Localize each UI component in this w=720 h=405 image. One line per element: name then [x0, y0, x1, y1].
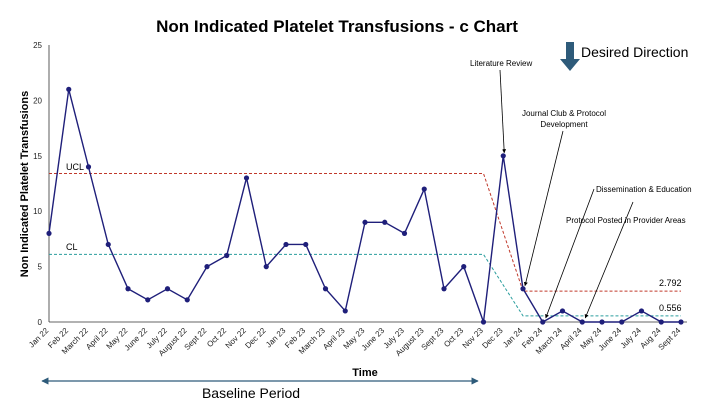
data-point — [441, 286, 447, 292]
x-axis-label: Time — [352, 367, 377, 379]
data-point — [658, 319, 664, 325]
y-tick-label: 20 — [33, 96, 42, 105]
data-point — [224, 252, 230, 259]
cl-label: CL — [66, 242, 78, 252]
cl-post-value-label: 0.556 — [659, 303, 682, 313]
annotation-leader-line — [523, 130, 564, 287]
y-tick-label: 25 — [33, 41, 42, 50]
chart-title: Non Indicated Platelet Transfusions - c … — [156, 17, 518, 36]
annotation-dissemination: Dissemination & Education — [596, 185, 692, 194]
x-tick-label: July 24 — [619, 326, 644, 351]
data-point — [559, 308, 566, 314]
ucl-line — [49, 173, 681, 292]
x-tick-label: Dec 23 — [480, 326, 505, 351]
data-point — [579, 319, 585, 325]
data-point — [421, 186, 427, 192]
x-tick-label: June 22 — [123, 326, 150, 353]
data-point — [599, 319, 605, 325]
x-tick-label: Dec 22 — [243, 326, 268, 351]
annotation-literature-review: Literature Review — [470, 59, 532, 68]
data-point — [540, 319, 546, 325]
data-point — [382, 219, 388, 225]
x-tick-label: June 24 — [597, 326, 624, 353]
y-tick-label: 15 — [33, 152, 42, 161]
data-point — [500, 153, 506, 159]
x-tick-label: Sept 24 — [657, 326, 683, 352]
data-point — [461, 264, 467, 270]
baseline-period-label: Baseline Period — [202, 385, 300, 401]
data-point — [125, 286, 131, 292]
x-tick-label: April 22 — [84, 326, 110, 352]
data-point — [401, 230, 408, 236]
data-point — [362, 219, 368, 225]
annotation-journal-club-line1: Journal Club & Protocol — [522, 109, 606, 118]
down-arrow-icon — [560, 42, 580, 71]
annotation-journal-club-line2: Development — [540, 120, 588, 129]
data-point — [322, 286, 329, 292]
x-tick-label: June 23 — [360, 326, 387, 353]
y-axis-label: Non Indicated Platelet Transfusions — [19, 91, 31, 277]
x-tick-label: April 24 — [558, 326, 584, 352]
data-point — [303, 241, 309, 248]
data-point — [638, 308, 645, 314]
y-tick-label: 0 — [38, 318, 43, 327]
data-point — [184, 297, 190, 303]
data-point — [678, 319, 684, 325]
x-tick-label: Nov 22 — [224, 326, 249, 351]
x-tick-label: Nov 23 — [461, 326, 486, 351]
data-point — [342, 308, 348, 314]
annotation-leader-line — [545, 188, 595, 319]
ucl-label: UCL — [66, 162, 84, 172]
data-point — [204, 264, 210, 270]
cl-line — [49, 253, 681, 317]
data-point — [164, 286, 171, 292]
ucl-post-value-label: 2.792 — [659, 278, 682, 288]
x-tick-label: April 23 — [321, 326, 347, 352]
desired-direction-label: Desired Direction — [581, 44, 688, 60]
y-tick-label: 10 — [33, 207, 42, 216]
data-point — [85, 164, 92, 170]
x-tick-label: Sept 23 — [420, 326, 446, 352]
data-point — [480, 319, 487, 325]
data-point — [66, 86, 72, 92]
data-point — [46, 230, 52, 236]
annotation-leader-line — [584, 201, 634, 319]
data-point — [283, 241, 289, 248]
data-point — [619, 319, 625, 325]
y-tick-label: 5 — [38, 263, 43, 272]
data-point — [243, 175, 250, 181]
data-point — [520, 286, 526, 292]
data-point — [263, 264, 269, 270]
annotation-leader-line — [499, 69, 507, 154]
data-point — [105, 241, 111, 248]
data-point — [145, 297, 151, 303]
x-tick-label: Sept 22 — [183, 326, 209, 352]
